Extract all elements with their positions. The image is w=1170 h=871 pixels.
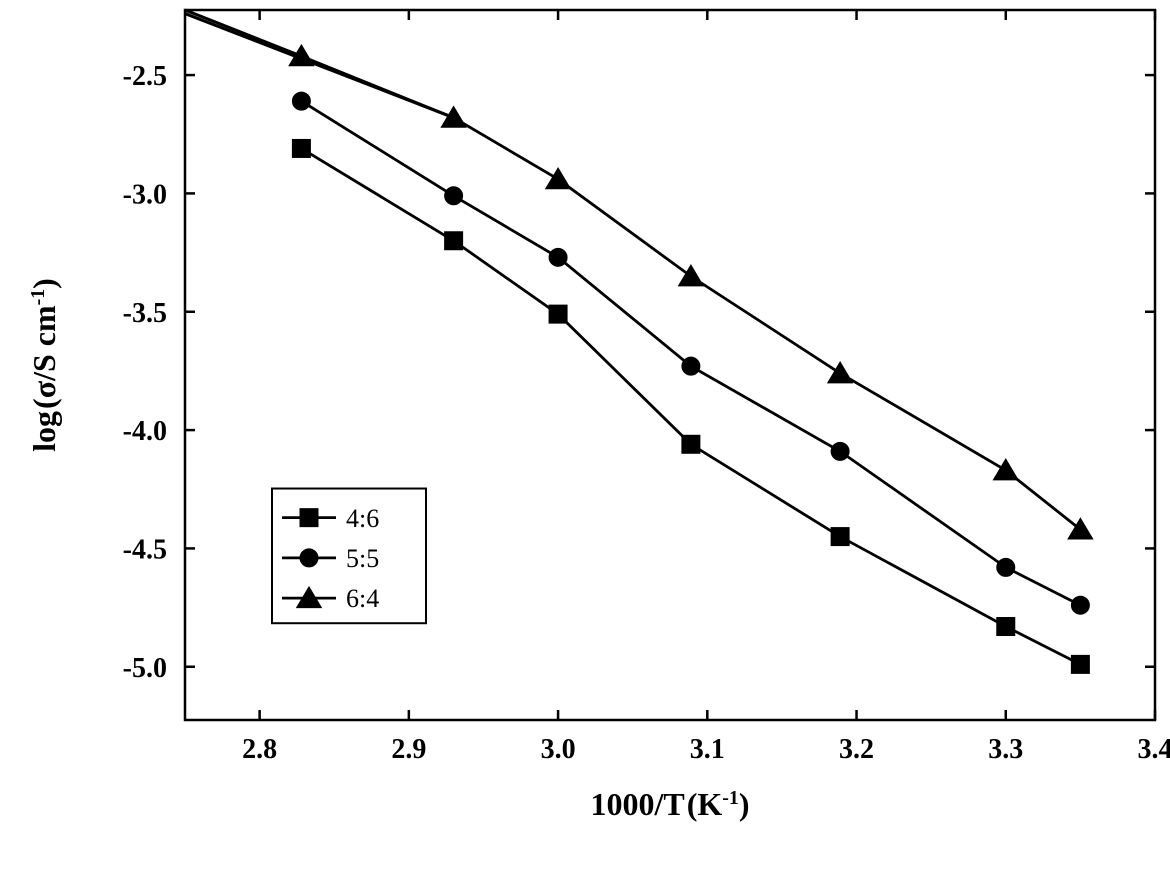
y-axis-label: log(σ/S cm-1): [26, 278, 62, 452]
y-tick-label: -2.5: [123, 61, 167, 92]
data-point-marker: [682, 357, 700, 375]
data-point-marker: [993, 459, 1018, 480]
series-5-5: [292, 92, 1089, 614]
x-tick-label: 3.3: [988, 734, 1023, 765]
data-point-marker: [997, 618, 1015, 636]
data-point-marker: [831, 528, 849, 546]
legend-label: 5:5: [346, 544, 379, 573]
x-tick-label: 3.4: [1138, 734, 1170, 765]
data-point-marker: [546, 168, 571, 189]
data-point-marker: [679, 265, 704, 286]
x-axis-label: 1000/T(K-1): [591, 786, 750, 822]
data-point-marker: [445, 232, 463, 250]
data-point-marker: [292, 139, 310, 157]
x-tick-label: 3.1: [690, 734, 725, 765]
y-tick-label: -3.5: [123, 298, 167, 329]
y-tick-label: -5.0: [123, 653, 167, 684]
data-point-marker: [549, 248, 567, 266]
data-point-marker: [549, 305, 567, 323]
data-point-marker: [1071, 596, 1089, 614]
data-point-marker: [682, 435, 700, 453]
x-tick-label: 3.2: [839, 734, 874, 765]
legend-marker: [300, 549, 318, 567]
overshoot-line: [185, 10, 301, 56]
legend-marker: [300, 509, 318, 527]
x-tick-label: 2.9: [391, 734, 426, 765]
x-tick-label: 3.0: [541, 734, 576, 765]
data-point-marker: [828, 362, 853, 383]
y-tick-label: -4.0: [123, 416, 167, 447]
data-point-marker: [445, 187, 463, 205]
data-point-marker: [831, 442, 849, 460]
series-6-4: [289, 45, 1093, 539]
y-tick-label: -3.0: [123, 179, 167, 210]
plot-frame: [185, 10, 1155, 720]
arrhenius-conductivity-chart: 2.8 2.9 3.0 3.1 3.2 3.3 3.4 -5.0 -4.5 -4.0 -3.5 -3.…: [0, 0, 1170, 871]
series-4-6: [292, 139, 1089, 673]
y-tick-label: -4.5: [123, 534, 167, 565]
legend-label: 4:6: [346, 504, 379, 533]
series-line: [301, 148, 1080, 664]
series-line: [301, 56, 1080, 529]
series-line: [301, 101, 1080, 605]
data-point-marker: [441, 106, 466, 127]
data-point-marker: [292, 92, 310, 110]
data-point-marker: [1071, 655, 1089, 673]
legend-label: 6:4: [346, 584, 379, 613]
x-tick-label: 2.8: [242, 734, 277, 765]
data-point-marker: [997, 558, 1015, 576]
